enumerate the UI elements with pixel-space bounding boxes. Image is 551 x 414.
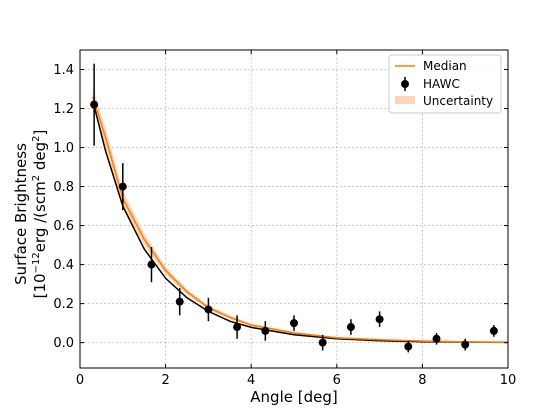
hawc-marker xyxy=(290,319,298,328)
y-label-exp3: 2 xyxy=(31,135,42,141)
hawc-point xyxy=(432,332,441,345)
hawc-marker xyxy=(233,323,242,332)
y-label-part-a: [10 xyxy=(31,273,49,298)
hawc-point xyxy=(204,297,213,322)
hawc-marker xyxy=(375,315,384,324)
x-tick-label: 4 xyxy=(247,373,255,388)
y-tick-label: 0.2 xyxy=(53,297,74,312)
hawc-point xyxy=(147,247,156,283)
hawc-marker xyxy=(90,100,99,109)
y-label-exp1: −12 xyxy=(31,252,42,273)
hawc-point xyxy=(290,315,298,331)
hawc-point xyxy=(461,338,470,351)
hawc-point xyxy=(261,321,270,341)
x-tick-label: 2 xyxy=(161,373,169,388)
legend-hawc-label: HAWC xyxy=(423,77,460,91)
plot-frame xyxy=(79,49,509,369)
hawc-marker xyxy=(204,305,213,314)
hawc-point xyxy=(318,334,327,351)
y-axis-label-line2: [10−12erg /(scm2 deg2] xyxy=(31,130,49,299)
hawc-point xyxy=(118,163,127,210)
legend: Median HAWC Uncertainty xyxy=(388,54,502,114)
median-line xyxy=(92,96,509,343)
hawc-marker xyxy=(461,340,470,349)
hawc-point xyxy=(489,325,498,337)
x-tick-label: 10 xyxy=(500,373,517,388)
hawc-marker xyxy=(489,326,498,335)
y-tick-label: 0.4 xyxy=(53,258,74,273)
hawc-marker xyxy=(118,182,127,191)
y-tick-label: 1.2 xyxy=(53,102,74,117)
x-tick-label: 8 xyxy=(418,373,426,388)
hawc-point xyxy=(175,288,184,316)
hawc-point xyxy=(346,319,355,335)
hawc-marker xyxy=(261,326,270,335)
hawc-point xyxy=(375,311,384,328)
legend-uncertainty-swatch xyxy=(395,96,415,104)
hawc-point xyxy=(233,315,242,339)
hawc-point xyxy=(404,340,413,353)
y-tick-label: 0.6 xyxy=(53,219,74,234)
legend-uncertainty-label: Uncertainty xyxy=(423,94,493,108)
hawc-marker xyxy=(147,260,156,269)
hawc-marker xyxy=(175,297,184,306)
y-tick-label: 1.0 xyxy=(53,141,74,156)
data-points xyxy=(90,63,498,353)
y-tick-label: 1.4 xyxy=(53,63,74,78)
hawc-marker xyxy=(404,342,413,351)
y-label-part-b: erg /(scm xyxy=(31,181,49,252)
y-label-exp2: 2 xyxy=(31,175,42,181)
hawc-marker xyxy=(346,323,355,332)
hawc-marker xyxy=(432,334,441,343)
y-tick-label: 0.8 xyxy=(53,180,74,195)
y-label-part-d: ] xyxy=(31,130,49,136)
y-tick-label: 0.0 xyxy=(53,336,74,351)
legend-median-label: Median xyxy=(423,59,467,73)
y-axis-label-line1: Surface Brightness xyxy=(12,143,30,285)
legend-box xyxy=(388,54,502,114)
x-tick-label: 6 xyxy=(333,373,341,388)
hawc-marker xyxy=(318,338,327,347)
y-axis-label: Surface Brightness [10−12erg /(scm2 deg2… xyxy=(12,130,49,299)
x-tick-label: 0 xyxy=(76,373,84,388)
y-label-part-c: deg xyxy=(31,142,49,175)
axis-ticks: 0 2 4 6 8 10 0.0 0.2 0.4 0.6 0.8 1.0 1.2 1.4 xyxy=(53,50,516,388)
hawc-point xyxy=(90,63,99,146)
x-axis-label: Angle [deg] xyxy=(250,388,337,406)
legend-hawc-marker xyxy=(401,80,409,88)
